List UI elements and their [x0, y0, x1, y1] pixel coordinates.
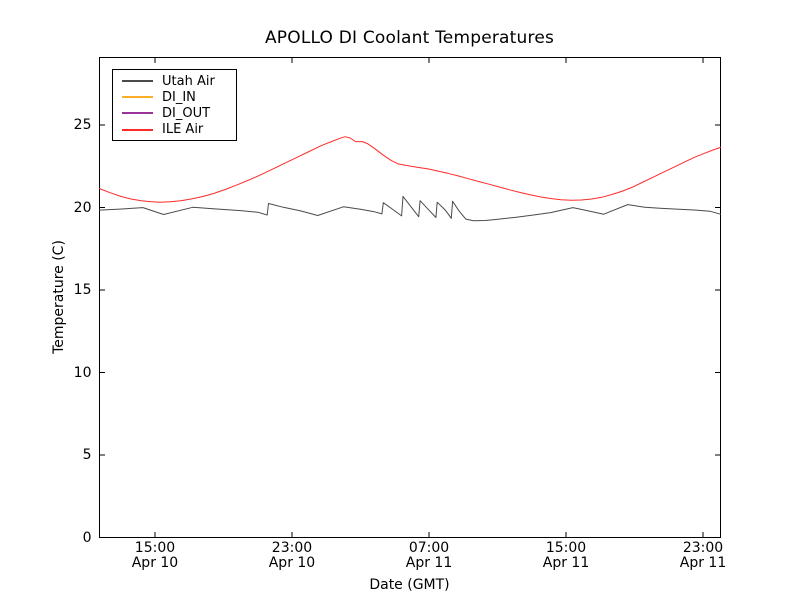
x-tick-time: 07:00 — [408, 540, 450, 556]
y-tick-label: 10 — [73, 364, 92, 381]
x-tick-date: Apr 11 — [405, 555, 453, 571]
x-tick-label: 23:00 Apr 11 — [658, 541, 748, 571]
legend-label: Utah Air — [162, 73, 215, 89]
x-tick-date: Apr 11 — [679, 555, 727, 571]
x-tick-date: Apr 11 — [542, 555, 590, 571]
y-tick-label: 15 — [73, 282, 92, 299]
y-tick-label: 25 — [73, 117, 92, 134]
legend-line-sample — [122, 96, 153, 99]
x-tick-label: 15:00 Apr 11 — [521, 541, 611, 571]
x-tick-time: 23:00 — [682, 540, 724, 556]
chart-title: APOLLO DI Coolant Temperatures — [264, 28, 555, 48]
x-tick-label: 07:00 Apr 11 — [384, 541, 474, 571]
legend-item: DI_OUT — [113, 105, 236, 121]
series-line-utah-air — [99, 195, 721, 222]
series-line-ile-air — [99, 136, 721, 203]
legend-item: Utah Air — [113, 73, 236, 89]
legend-item: ILE Air — [113, 122, 236, 138]
x-tick-time: 15:00 — [134, 540, 176, 556]
x-tick-time: 15:00 — [545, 540, 587, 556]
legend-label: ILE Air — [162, 122, 204, 138]
legend: Utah Air DI_IN DI_OUT ILE Air — [112, 69, 237, 141]
legend-line-sample — [122, 112, 153, 115]
x-tick-label: 23:00 Apr 10 — [247, 541, 337, 571]
x-tick-date: Apr 10 — [268, 555, 316, 571]
y-tick-label: 0 — [82, 529, 92, 546]
y-tick-label: 5 — [82, 447, 92, 464]
legend-item: DI_IN — [113, 89, 236, 105]
y-tick-label: 20 — [73, 199, 92, 216]
legend-label: DI_OUT — [162, 105, 211, 121]
x-axis-label: Date (GMT) — [369, 577, 450, 593]
legend-line-sample — [122, 80, 153, 83]
x-tick-time: 23:00 — [271, 540, 313, 556]
x-tick-label: 15:00 Apr 10 — [110, 541, 200, 571]
axes-frame — [98, 56, 722, 539]
x-tick-date: Apr 10 — [131, 555, 179, 571]
legend-line-sample — [122, 128, 153, 131]
legend-label: DI_IN — [162, 89, 196, 105]
